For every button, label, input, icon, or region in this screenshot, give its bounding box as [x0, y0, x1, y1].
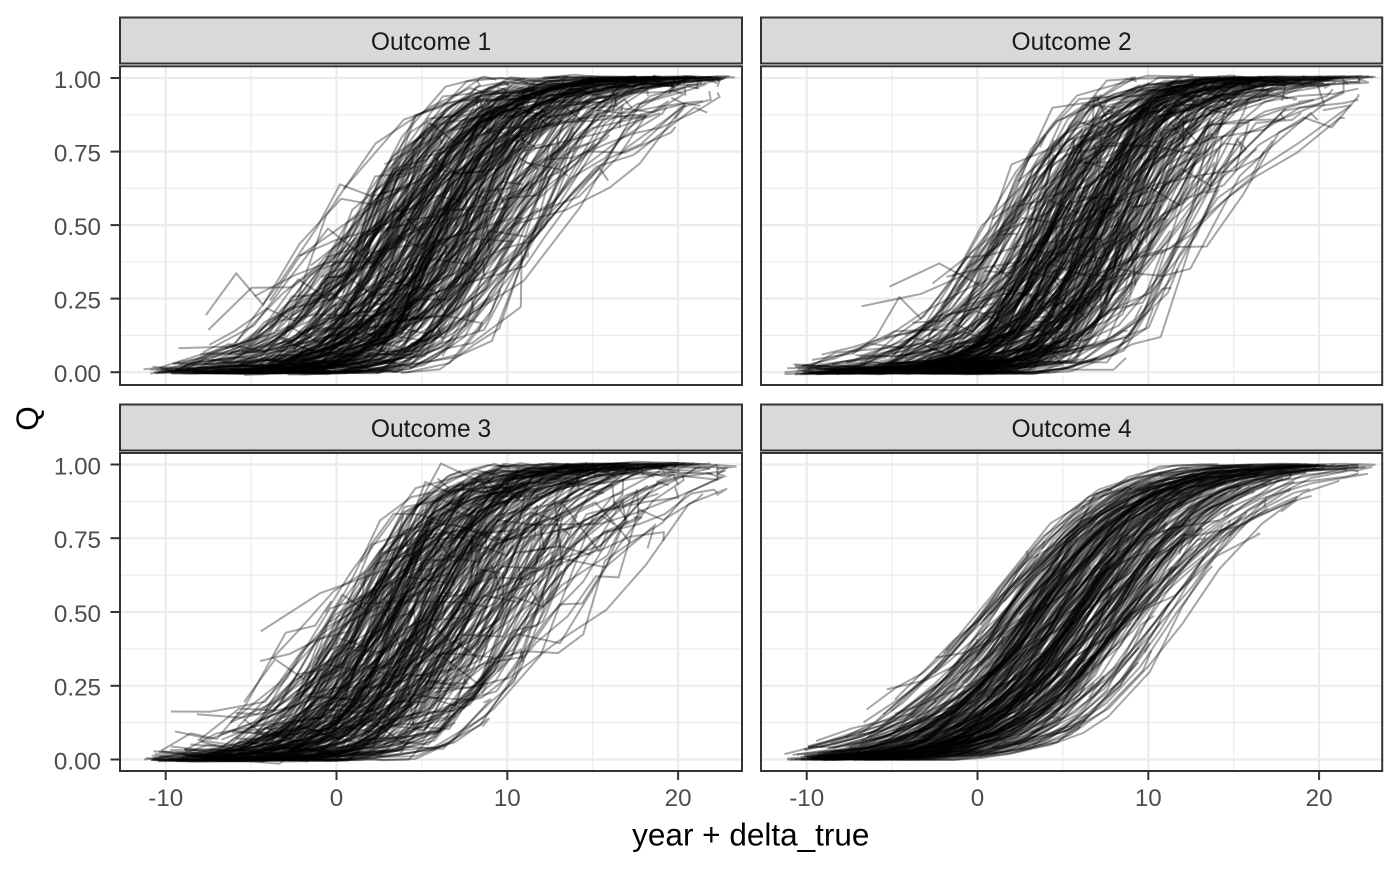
- svg-text:10: 10: [1135, 785, 1162, 812]
- svg-text:1.00: 1.00: [54, 453, 101, 480]
- svg-text:0.75: 0.75: [54, 140, 101, 167]
- svg-text:0.50: 0.50: [54, 214, 101, 241]
- svg-text:20: 20: [665, 785, 692, 812]
- svg-text:0: 0: [971, 785, 984, 812]
- svg-text:0.75: 0.75: [54, 527, 101, 554]
- svg-text:0.50: 0.50: [54, 601, 101, 628]
- svg-text:0.25: 0.25: [54, 287, 101, 314]
- svg-text:-10: -10: [789, 785, 824, 812]
- svg-text:Outcome 4: Outcome 4: [1011, 416, 1131, 443]
- svg-text:0: 0: [330, 785, 343, 812]
- svg-text:Outcome 3: Outcome 3: [371, 416, 491, 443]
- svg-text:-10: -10: [148, 785, 183, 812]
- svg-text:year + delta_true: year + delta_true: [632, 817, 869, 853]
- svg-text:20: 20: [1306, 785, 1333, 812]
- svg-text:0.25: 0.25: [54, 675, 101, 702]
- svg-text:0.00: 0.00: [54, 748, 101, 775]
- svg-text:1.00: 1.00: [54, 67, 101, 94]
- svg-text:Outcome 2: Outcome 2: [1011, 29, 1131, 56]
- svg-text:0.00: 0.00: [54, 361, 101, 388]
- svg-text:Q: Q: [9, 406, 45, 431]
- svg-text:Outcome 1: Outcome 1: [371, 29, 491, 56]
- svg-text:10: 10: [494, 785, 521, 812]
